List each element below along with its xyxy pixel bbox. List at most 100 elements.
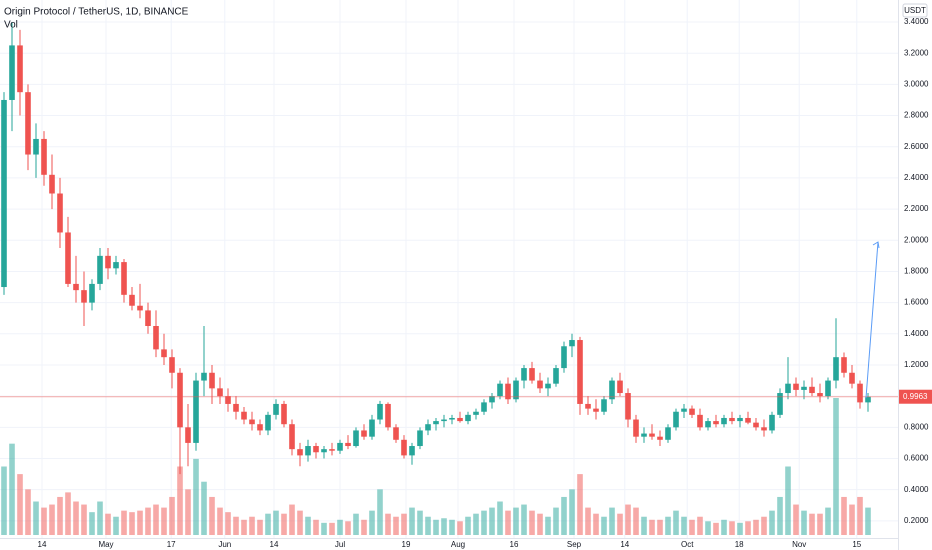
x-tick-label: Oct bbox=[681, 540, 694, 549]
volume-bar bbox=[761, 516, 767, 535]
candle-body bbox=[393, 427, 399, 440]
grid bbox=[0, 0, 898, 538]
volume-bar bbox=[369, 510, 375, 535]
candle-body bbox=[561, 346, 567, 369]
volume-bar bbox=[809, 513, 815, 535]
x-tick-label: Nov bbox=[792, 540, 806, 549]
candle-body bbox=[257, 424, 263, 431]
volume-bar bbox=[377, 489, 383, 535]
x-tick-label: Sep bbox=[567, 540, 582, 549]
candle-body bbox=[161, 349, 167, 358]
candle-body bbox=[577, 340, 583, 404]
x-tick-label: 18 bbox=[735, 540, 744, 549]
candle-body bbox=[233, 403, 239, 412]
candle-body bbox=[321, 449, 327, 453]
volume-bar bbox=[673, 510, 679, 535]
volume-bar bbox=[97, 501, 103, 535]
y-tick-label: 2.2000 bbox=[904, 204, 929, 213]
volume-bar bbox=[553, 507, 559, 535]
volume-bar bbox=[273, 510, 279, 535]
volume-bar bbox=[617, 513, 623, 535]
candle-body bbox=[601, 399, 607, 412]
candle-body bbox=[705, 421, 711, 428]
volume-bar bbox=[833, 398, 839, 535]
y-tick-label: 0.4000 bbox=[904, 485, 929, 494]
candle-body bbox=[569, 340, 575, 347]
candle-body bbox=[585, 403, 591, 409]
candle-body bbox=[817, 393, 823, 397]
candle-body bbox=[345, 442, 351, 447]
candle-body bbox=[289, 424, 295, 450]
volume-bar bbox=[57, 496, 63, 535]
volume-bar bbox=[185, 489, 191, 535]
volume-bar bbox=[849, 504, 855, 535]
volume-bar bbox=[745, 521, 751, 535]
candle-body bbox=[473, 411, 479, 415]
candle-body bbox=[497, 383, 503, 397]
volume-bar bbox=[9, 443, 15, 535]
drawn-arrow bbox=[865, 241, 879, 399]
candle-body bbox=[377, 403, 383, 420]
candle-body bbox=[409, 446, 415, 456]
candle-body bbox=[697, 414, 703, 428]
volume-bar bbox=[825, 507, 831, 535]
candle-body bbox=[73, 283, 79, 291]
candle-body bbox=[865, 396, 871, 403]
volume-bar bbox=[513, 507, 519, 535]
candle-body bbox=[609, 380, 615, 400]
volume-bar bbox=[649, 519, 655, 535]
y-tick-label: 0.2000 bbox=[904, 516, 929, 525]
candle-body bbox=[753, 422, 759, 428]
candle-body bbox=[97, 255, 103, 284]
y-tick-label: 1.2000 bbox=[904, 360, 929, 369]
volume-bar bbox=[497, 501, 503, 535]
candle-body bbox=[241, 411, 247, 420]
candle-body bbox=[641, 433, 647, 437]
candle-body bbox=[113, 262, 119, 269]
volume-bar bbox=[737, 522, 743, 535]
candle-body bbox=[857, 383, 863, 403]
volume-bar bbox=[689, 519, 695, 535]
volume-bar bbox=[585, 507, 591, 535]
candle-body bbox=[105, 255, 111, 269]
volume-bar bbox=[41, 507, 47, 535]
candle-body bbox=[297, 449, 303, 456]
candle-body bbox=[177, 372, 183, 428]
volume-bar bbox=[297, 510, 303, 535]
arrow-head bbox=[872, 241, 880, 249]
candle-body bbox=[713, 421, 719, 425]
volume-bar bbox=[793, 504, 799, 535]
candle-body bbox=[401, 439, 407, 456]
candle-body bbox=[81, 290, 87, 303]
currency-label: USDT bbox=[904, 6, 926, 15]
currency-box bbox=[902, 3, 928, 18]
candle-body bbox=[441, 419, 447, 422]
volume-bar bbox=[425, 516, 431, 535]
volume-bar bbox=[33, 501, 39, 535]
candle-body bbox=[17, 45, 23, 93]
candle-body bbox=[729, 417, 735, 422]
candle-body bbox=[745, 417, 751, 423]
volume-bar bbox=[129, 512, 135, 535]
candle-body bbox=[225, 396, 231, 404]
volume-bar bbox=[441, 518, 447, 535]
candle-body bbox=[761, 427, 767, 431]
volume-bar bbox=[769, 510, 775, 535]
candle-body bbox=[121, 262, 127, 295]
candle-body bbox=[537, 380, 543, 389]
x-tick-label: 14 bbox=[270, 540, 279, 549]
x-tick-label: Jun bbox=[218, 540, 231, 549]
candle-body bbox=[665, 427, 671, 440]
volume-bar bbox=[305, 516, 311, 535]
candle-body bbox=[265, 414, 271, 431]
volume-bar bbox=[153, 504, 159, 535]
volume-bar bbox=[457, 521, 463, 535]
volume-bar bbox=[817, 513, 823, 535]
y-tick-label: 2.0000 bbox=[904, 235, 929, 244]
candle-body bbox=[449, 417, 455, 420]
candle-body bbox=[465, 414, 471, 422]
y-tick-label: 1.6000 bbox=[904, 298, 929, 307]
candle-body bbox=[777, 393, 783, 415]
candle-body bbox=[833, 357, 839, 381]
candle-layer bbox=[1, 22, 871, 475]
